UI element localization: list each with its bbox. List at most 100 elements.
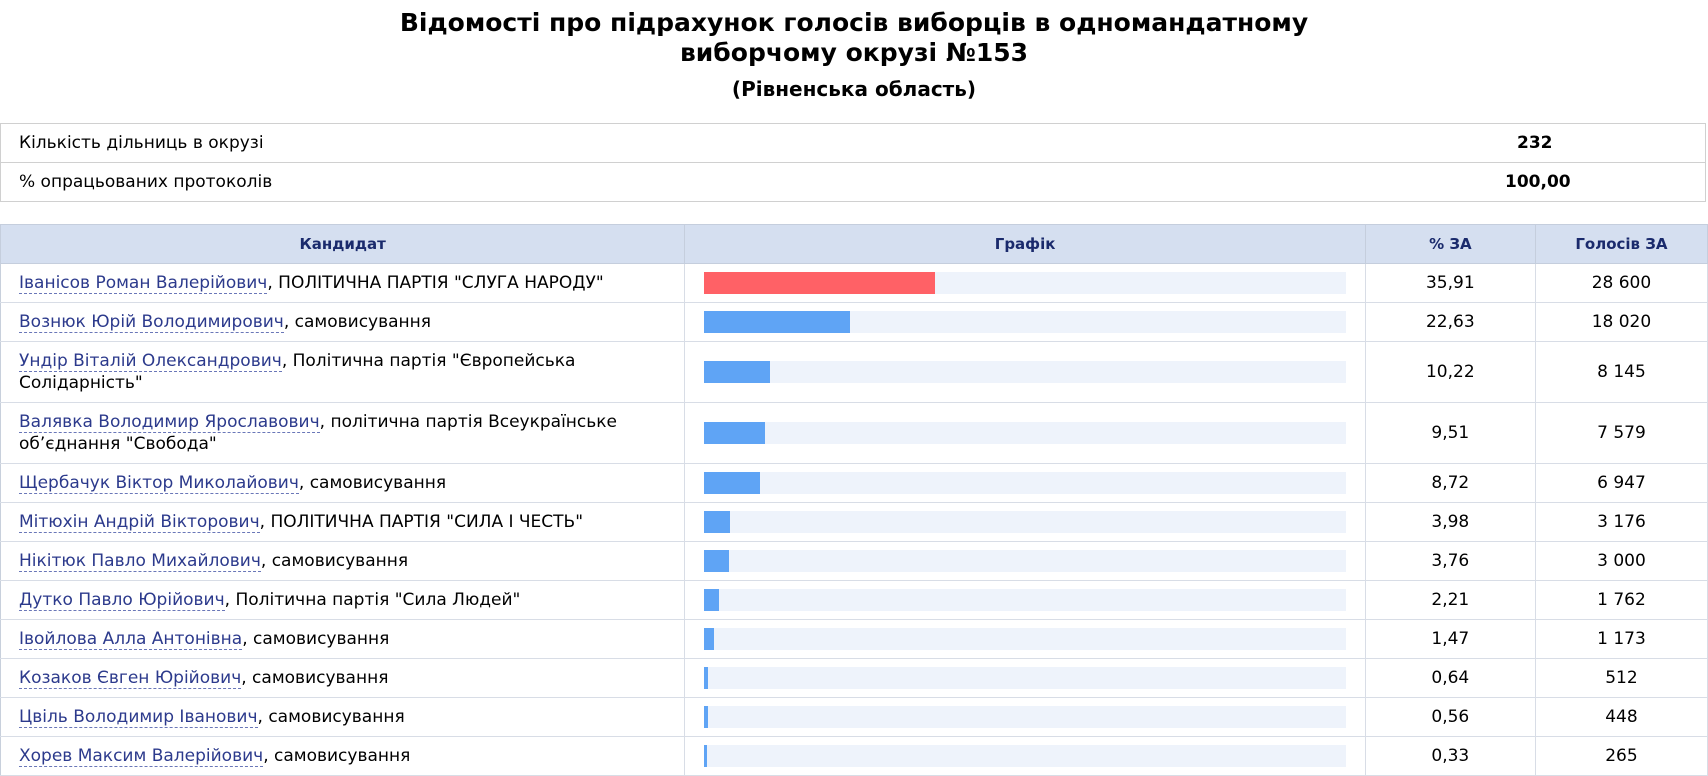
table-row: Валявка Володимир Ярославович, політична… (0, 402, 1708, 464)
percent-cell: 3,98 (1365, 502, 1536, 542)
candidate-party: , Політична партія "Сила Людей" (224, 590, 521, 610)
candidate-cell: Вознюк Юрій Володимирович, самовисування (0, 302, 686, 342)
candidate-party: , політична партія Всеукраїнське об’єдна… (19, 412, 618, 454)
table-row: Хорев Максим Валерійович, самовисування 0… (0, 736, 1708, 776)
vote-bar-track (704, 589, 1346, 611)
chart-cell (684, 263, 1366, 303)
votes-cell: 7 579 (1535, 402, 1708, 464)
vote-bar (704, 745, 707, 767)
summary-row: Кількість дільниць в окрузі 232 (0, 123, 1706, 163)
candidate-name-link[interactable]: Мітюхін Андрій Вікторович (19, 512, 260, 533)
column-header-candidate[interactable]: Кандидат (0, 224, 686, 264)
vote-bar-track (704, 311, 1346, 333)
candidate-cell: Козаков Євген Юрійович, самовисування (0, 658, 686, 698)
vote-bar (704, 422, 766, 444)
candidate-party: , ПОЛІТИЧНА ПАРТІЯ "СИЛА І ЧЕСТЬ" (259, 512, 584, 532)
results-body: Іванісов Роман Валерійович, ПОЛІТИЧНА ПА… (0, 263, 1708, 776)
candidate-name-link[interactable]: Щербачук Віктор Миколайович (19, 473, 299, 494)
chart-cell (684, 463, 1366, 503)
percent-cell: 10,22 (1365, 341, 1536, 403)
candidate-name-link[interactable]: Козаков Євген Юрійович (19, 668, 242, 689)
candidate-name-link[interactable]: Хорев Максим Валерійович (19, 746, 264, 767)
votes-cell: 3 176 (1535, 502, 1708, 542)
percent-cell: 22,63 (1365, 302, 1536, 342)
votes-cell: 1 173 (1535, 619, 1708, 659)
vote-bar (704, 628, 714, 650)
candidate-name-link[interactable]: Іванісов Роман Валерійович (19, 273, 268, 294)
column-header-percent[interactable]: % ЗА (1364, 224, 1536, 264)
summary-row: % опрацьованих протоколів 100,00 (1, 163, 1706, 202)
candidate-name-link[interactable]: Вознюк Юрій Володимирович (19, 312, 284, 333)
candidate-party: , самовисування (257, 707, 405, 727)
chart-cell (684, 341, 1366, 403)
vote-bar (704, 667, 709, 689)
table-row: Нікітюк Павло Михайлович, самовисування 3… (0, 541, 1708, 581)
candidate-cell: Цвіль Володимир Іванович, самовисування (0, 697, 686, 737)
candidate-name-link[interactable]: Ундір Віталій Олександрович (19, 351, 282, 372)
vote-bar (704, 361, 770, 383)
percent-cell: 3,76 (1365, 541, 1536, 581)
results-header-row: Кандидат Графік % ЗА Голосів ЗА (0, 224, 1708, 264)
chart-cell (684, 736, 1366, 776)
candidate-cell: Ундір Віталій Олександрович, Політична п… (0, 341, 686, 403)
table-row: Вознюк Юрій Володимирович, самовисування… (0, 302, 1708, 342)
title-line-1: Відомості про підрахунок голосів виборці… (399, 8, 1309, 37)
votes-cell: 3 000 (1535, 541, 1708, 581)
vote-bar-track (704, 550, 1346, 572)
column-header-votes[interactable]: Голосів ЗА (1534, 224, 1708, 264)
candidate-party: , самовисування (298, 473, 447, 493)
candidate-cell: Щербачук Віктор Миколайович, самовисуван… (0, 463, 686, 503)
vote-bar (704, 550, 729, 572)
page-subtitle: (Рівненська область) (731, 77, 977, 101)
chart-cell (684, 619, 1366, 659)
vote-bar-track (704, 667, 1346, 689)
chart-cell (684, 502, 1366, 542)
vote-bar-track (704, 511, 1346, 533)
candidate-name-link[interactable]: Цвіль Володимир Іванович (19, 707, 258, 728)
table-row: Ундір Віталій Олександрович, Політична п… (0, 341, 1708, 403)
candidate-cell: Дутко Павло Юрійович, Політична партія "… (0, 580, 686, 620)
chart-cell (684, 697, 1366, 737)
table-row: Дутко Павло Юрійович, Політична партія "… (0, 580, 1708, 620)
candidate-cell: Нікітюк Павло Михайлович, самовисування (0, 541, 686, 581)
candidate-party: , самовисування (263, 746, 411, 766)
votes-cell: 512 (1535, 658, 1708, 698)
percent-cell: 2,21 (1365, 580, 1536, 620)
table-row: Козаков Євген Юрійович, самовисування 0,6… (0, 658, 1708, 698)
candidate-name-link[interactable]: Івойлова Алла Антонівна (19, 629, 243, 650)
chart-cell (684, 302, 1366, 342)
vote-bar (704, 511, 730, 533)
candidate-party: , самовисування (241, 668, 389, 688)
vote-bar-track (704, 361, 1346, 383)
votes-cell: 8 145 (1535, 341, 1708, 403)
table-row: Цвіль Володимир Іванович, самовисування 0… (0, 697, 1708, 737)
candidate-name-link[interactable]: Нікітюк Павло Михайлович (19, 551, 261, 572)
votes-cell: 18 020 (1535, 302, 1708, 342)
results-table: Кандидат Графік % ЗА Голосів ЗА Іванісов… (0, 224, 1708, 776)
candidate-cell: Іванісов Роман Валерійович, ПОЛІТИЧНА ПА… (0, 263, 686, 303)
table-row: Іванісов Роман Валерійович, ПОЛІТИЧНА ПА… (0, 263, 1708, 303)
candidate-party: , Політична партія "Європейська Солідарн… (19, 351, 576, 393)
candidate-name-link[interactable]: Дутко Павло Юрійович (19, 590, 225, 611)
chart-cell (684, 658, 1366, 698)
vote-bar-track (704, 472, 1346, 494)
candidate-name-link[interactable]: Валявка Володимир Ярославович (19, 412, 320, 433)
summary-value: 100,00 (1505, 172, 1571, 192)
candidate-cell: Мітюхін Андрій Вікторович, ПОЛІТИЧНА ПАР… (0, 502, 686, 542)
title-line-2: виборчому окрузі №153 (679, 38, 1029, 67)
candidate-cell: Валявка Володимир Ярославович, політична… (0, 402, 686, 464)
percent-cell: 0,64 (1365, 658, 1536, 698)
summary-table: Кількість дільниць в окрузі 232 % опраць… (0, 123, 1706, 202)
column-header-chart: Графік (684, 224, 1366, 264)
chart-cell (684, 580, 1366, 620)
candidate-party: , самовисування (242, 629, 390, 649)
candidate-party: , ПОЛІТИЧНА ПАРТІЯ "СЛУГА НАРОДУ" (267, 273, 604, 293)
vote-bar (704, 472, 761, 494)
votes-cell: 28 600 (1535, 263, 1708, 303)
vote-bar (704, 272, 935, 294)
candidate-party: , самовисування (260, 551, 409, 571)
vote-bar-track (704, 706, 1346, 728)
table-row: Щербачук Віктор Миколайович, самовисуван… (0, 463, 1708, 503)
percent-cell: 1,47 (1365, 619, 1536, 659)
votes-cell: 1 762 (1535, 580, 1708, 620)
